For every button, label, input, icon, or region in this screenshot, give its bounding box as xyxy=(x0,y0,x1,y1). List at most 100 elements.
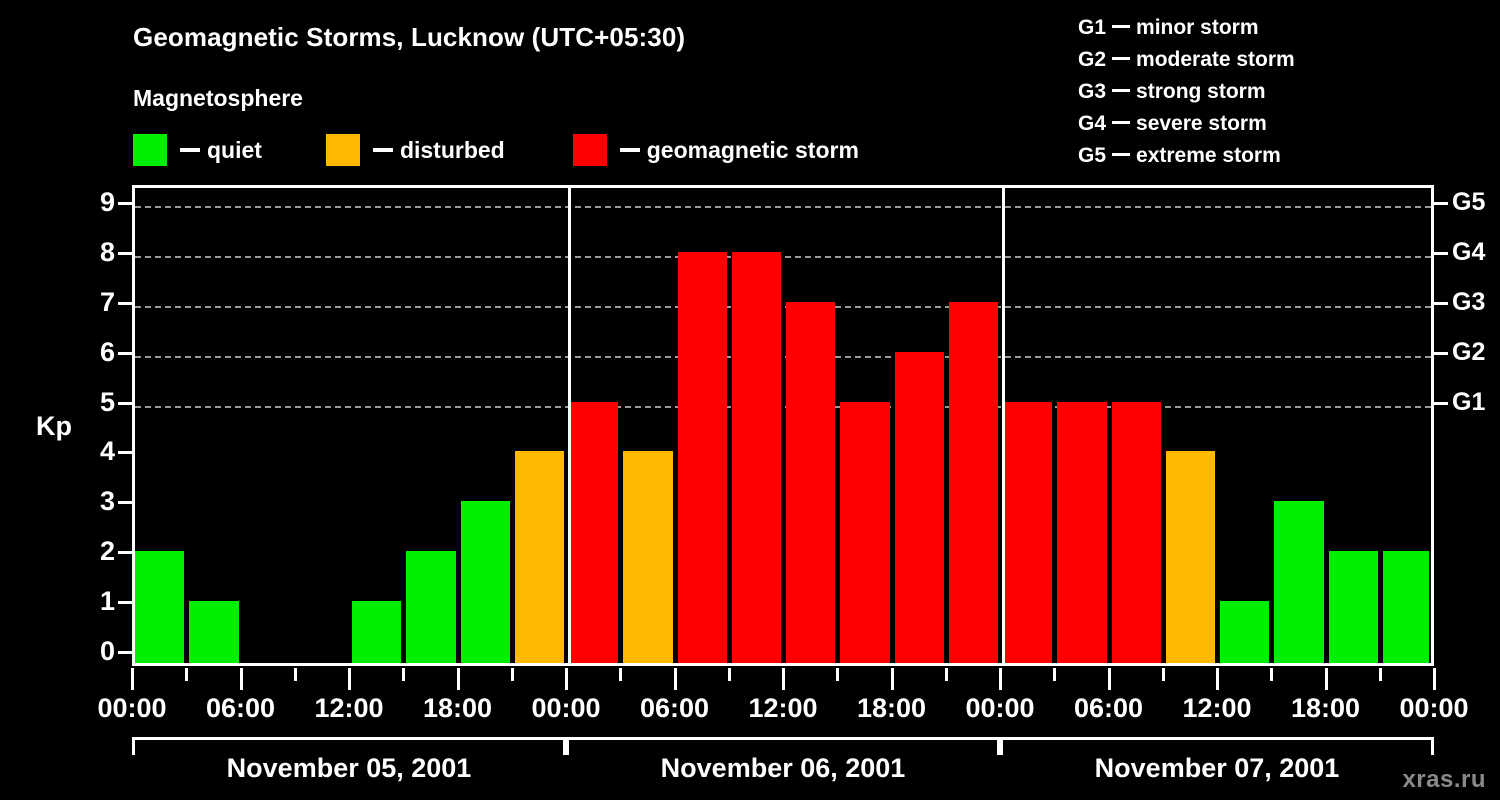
bar-9 xyxy=(623,451,673,663)
x-tick-label-1: 06:00 xyxy=(205,693,276,723)
x-tick-9 xyxy=(619,668,623,681)
g-axis-label-g3: G3 xyxy=(1452,287,1486,316)
y-tick-label-9: 9 xyxy=(99,187,115,217)
bar-8 xyxy=(569,401,619,663)
y-tick-label-3: 3 xyxy=(99,486,115,517)
y-tick-9 xyxy=(118,202,132,205)
bar-10 xyxy=(677,251,727,663)
g-legend-code: G5 xyxy=(1078,144,1107,167)
color-legend: quiet disturbed geomagnetic storm xyxy=(133,133,859,167)
y-tick-label-6: 6 xyxy=(99,336,115,367)
x-tick-1 xyxy=(185,668,189,681)
plot-area xyxy=(135,188,1431,663)
y-tick-5 xyxy=(118,401,132,405)
watermark: xras.ru xyxy=(1402,766,1486,793)
bar-12 xyxy=(786,301,836,663)
x-tick-5 xyxy=(402,668,406,681)
y-tick-label-2: 2 xyxy=(99,536,115,567)
x-tick-12 xyxy=(782,668,785,690)
x-tick-4 xyxy=(348,668,351,690)
g-legend-row-g2: G2 moderate storm xyxy=(1078,44,1295,76)
g-axis-label-g5: G5 xyxy=(1452,188,1486,216)
g-legend-text: strong storm xyxy=(1136,80,1266,103)
x-tick-16 xyxy=(999,668,1002,690)
date-label-2: November 07, 2001 xyxy=(1094,753,1340,783)
bar-15 xyxy=(948,301,998,663)
y-tick-2 xyxy=(118,551,132,555)
g-legend-code: G2 xyxy=(1078,48,1107,71)
x-tick-7 xyxy=(510,668,514,681)
x-tick-22 xyxy=(1324,668,1328,690)
bar-4 xyxy=(352,601,402,663)
y-tick-6 xyxy=(118,351,132,355)
y-tick-7 xyxy=(118,301,132,305)
quiet-legend-swatch xyxy=(133,134,167,166)
plot-frame xyxy=(132,185,1434,666)
bar-16 xyxy=(1003,401,1053,663)
legend-dash-icon xyxy=(180,148,200,152)
x-tick-24 xyxy=(1433,668,1436,690)
g-legend-code: G1 xyxy=(1078,16,1107,39)
g-legend-row-g1: G1 minor storm xyxy=(1078,12,1295,44)
gridline-kp-8 xyxy=(135,255,1431,258)
g-legend-dash-icon xyxy=(1112,153,1131,157)
x-tick-18 xyxy=(1107,668,1111,690)
day-separator-2 xyxy=(1002,188,1005,663)
x-tick-14 xyxy=(890,668,894,690)
disturbed-legend-label: disturbed xyxy=(399,136,505,163)
day-separator-1 xyxy=(568,188,571,663)
x-tick-label-8: 00:00 xyxy=(965,693,1035,723)
bar-22 xyxy=(1328,551,1378,663)
bar-11 xyxy=(731,251,781,663)
page-title: Geomagnetic Storms, Lucknow (UTC+05:30) xyxy=(133,22,686,52)
bar-6 xyxy=(460,501,510,663)
bar-19 xyxy=(1165,451,1215,663)
date-bracket-0 xyxy=(132,737,566,755)
y-tick-label-8: 8 xyxy=(99,236,115,267)
g-legend-dash-icon xyxy=(1112,121,1131,125)
disturbed-legend-swatch xyxy=(325,134,360,166)
y-tick-8 xyxy=(118,251,132,255)
y-tick-0 xyxy=(118,651,132,654)
gridline-kp-5 xyxy=(135,405,1431,408)
bar-21 xyxy=(1274,501,1324,663)
g-legend-row-g3: G3 strong storm xyxy=(1078,76,1295,108)
g-tick-g1 xyxy=(1434,401,1448,405)
x-tick-label-6: 12:00 xyxy=(748,693,818,723)
bar-23 xyxy=(1382,551,1429,663)
date-label-1: November 06, 2001 xyxy=(660,753,906,783)
x-tick-label-12: 00:00 xyxy=(1399,693,1469,723)
legend-dash-icon xyxy=(619,148,640,152)
y-axis-title: Kp xyxy=(36,411,72,441)
y-tick-label-5: 5 xyxy=(99,386,115,417)
g-legend-code: G4 xyxy=(1078,112,1107,135)
bar-17 xyxy=(1057,401,1107,663)
bar-0 xyxy=(135,551,185,663)
x-tick-0 xyxy=(131,668,134,690)
chart-subtitle: Magnetosphere xyxy=(133,85,303,111)
x-tick-3 xyxy=(293,668,297,681)
x-tick-17 xyxy=(1053,668,1057,681)
g-axis-label-g4: G4 xyxy=(1452,237,1486,266)
g-tick-g4 xyxy=(1434,251,1448,255)
x-tick-label-9: 06:00 xyxy=(1073,693,1144,723)
quiet-legend: quiet xyxy=(133,133,262,167)
date-label-0: November 05, 2001 xyxy=(226,753,472,783)
x-tick-label-10: 12:00 xyxy=(1182,693,1252,723)
x-tick-label-5: 06:00 xyxy=(639,693,710,723)
g-tick-g3 xyxy=(1434,301,1448,305)
gridline-kp-7 xyxy=(135,305,1431,308)
bar-5 xyxy=(406,551,456,663)
x-tick-2 xyxy=(239,668,243,690)
g-legend-row-g4: G4 severe storm xyxy=(1078,108,1295,140)
g-legend-dash-icon xyxy=(1112,25,1131,29)
g-legend-text: extreme storm xyxy=(1136,144,1281,167)
storm-legend-swatch xyxy=(572,134,607,166)
x-tick-8 xyxy=(565,668,568,690)
disturbed-legend: disturbed xyxy=(325,133,505,167)
g-legend-dash-icon xyxy=(1112,57,1131,61)
storm-legend-label: geomagnetic storm xyxy=(646,136,859,163)
date-bracket-1 xyxy=(566,737,1000,755)
gridline-kp-6 xyxy=(135,355,1431,358)
g-axis-label-g2: G2 xyxy=(1452,337,1486,366)
